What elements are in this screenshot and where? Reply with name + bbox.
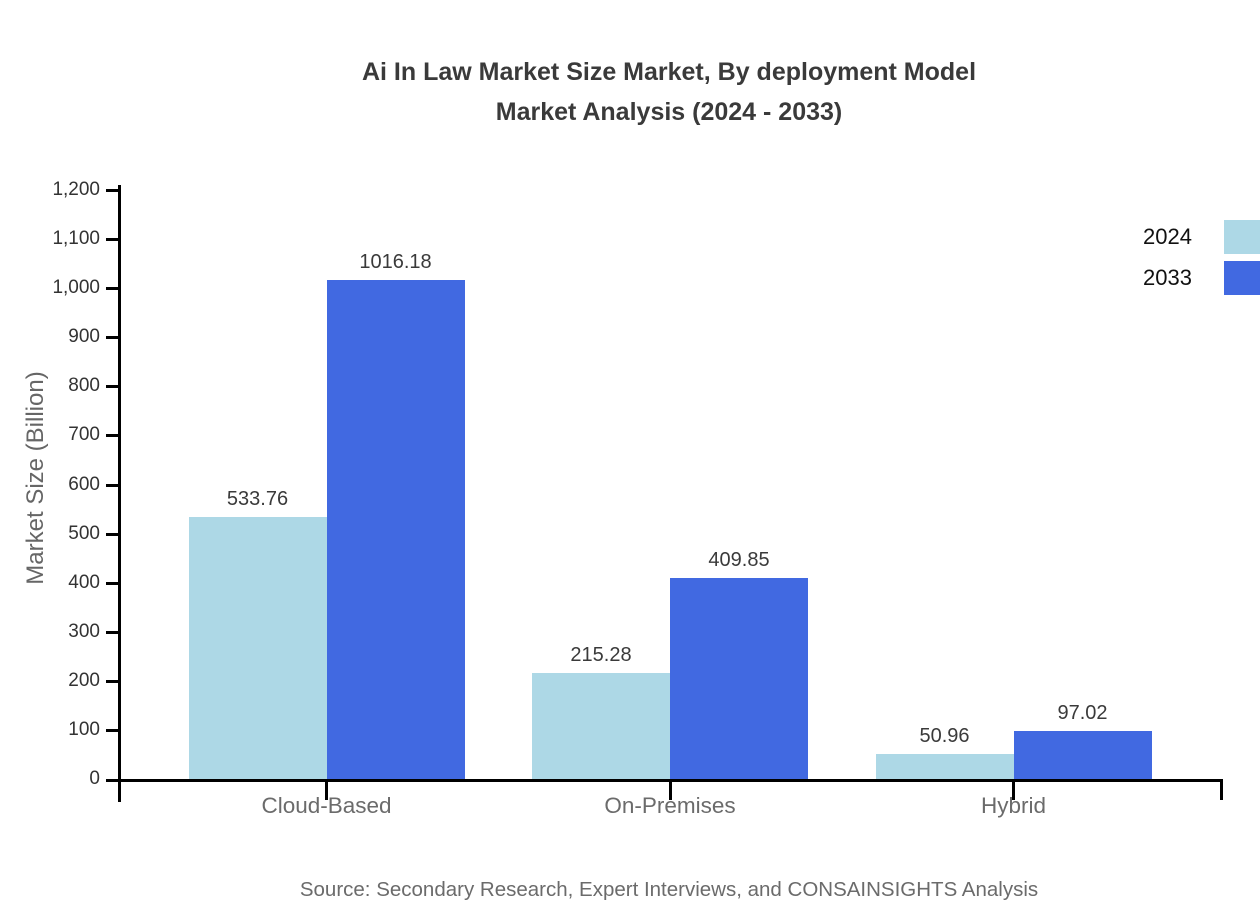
category-label-cloud-based: Cloud-Based [261,793,392,818]
y-tick [106,238,118,242]
y-tick [106,679,118,683]
bar-2033-hybrid [1013,731,1152,779]
legend-label-2024: 2024 [1143,224,1192,249]
y-tick-label: 1,100 [52,228,100,250]
y-tick-label: 1,000 [52,277,100,299]
y-tick [106,336,118,340]
value-label-2024-on-premises: 215.28 [570,644,632,667]
y-tick [106,581,118,585]
value-label-2024-hybrid: 50.96 [919,724,970,747]
x-axis-line [106,779,1221,782]
y-tick [106,630,118,634]
x-tick [1219,779,1223,800]
y-tick [106,728,118,732]
y-tick-label: 500 [68,522,100,544]
legend-item-2033: 2033 [1100,260,1260,296]
y-tick-label: 300 [68,620,100,642]
bar-2024-on-premises [532,673,670,779]
bar-2024-cloud-based [188,517,327,779]
value-label-2033-on-premises: 409.85 [708,548,770,571]
bar-2033-on-premises [670,577,808,779]
y-tick-label: 600 [68,473,100,495]
y-tick [106,483,118,487]
legend-item-2024: 2024 [1100,219,1260,255]
legend-label-2033: 2033 [1143,265,1192,290]
y-tick-label: 700 [68,424,100,446]
y-tick-label: 800 [68,375,100,397]
y-tick-label: 400 [68,571,100,593]
value-label-2033-hybrid: 97.02 [1057,702,1108,725]
x-tick [325,779,328,800]
y-tick-label: 200 [68,669,100,691]
chart-title: Ai In Law Market Size Market, By deploym… [361,58,977,126]
y-tick [106,385,118,389]
legend-swatch-2024-icon [1224,220,1260,254]
source-note: Source: Secondary Research, Expert Inter… [299,878,1039,901]
bar-2024-hybrid [875,753,1014,779]
y-tick [106,434,118,438]
value-label-2024-cloud-based: 533.76 [226,488,289,510]
y-tick [106,287,118,291]
y-tick-label: 0 [89,768,100,789]
x-tick [668,779,672,800]
x-tick [1012,779,1015,800]
legend-swatch-2033-icon [1224,261,1260,295]
bar-2033-cloud-based [326,280,465,779]
y-axis-line [118,185,121,802]
y-tick [106,189,118,192]
value-label-2033-cloud-based: 1016.18 [359,251,432,274]
y-tick [106,532,118,536]
category-label-hybrid: Hybrid [980,793,1047,818]
y-tick-label: 1,200 [52,179,100,200]
y-tick-label: 900 [68,326,100,348]
y-tick-label: 100 [68,718,100,740]
category-label-on-premises: On-Premises [604,793,736,818]
